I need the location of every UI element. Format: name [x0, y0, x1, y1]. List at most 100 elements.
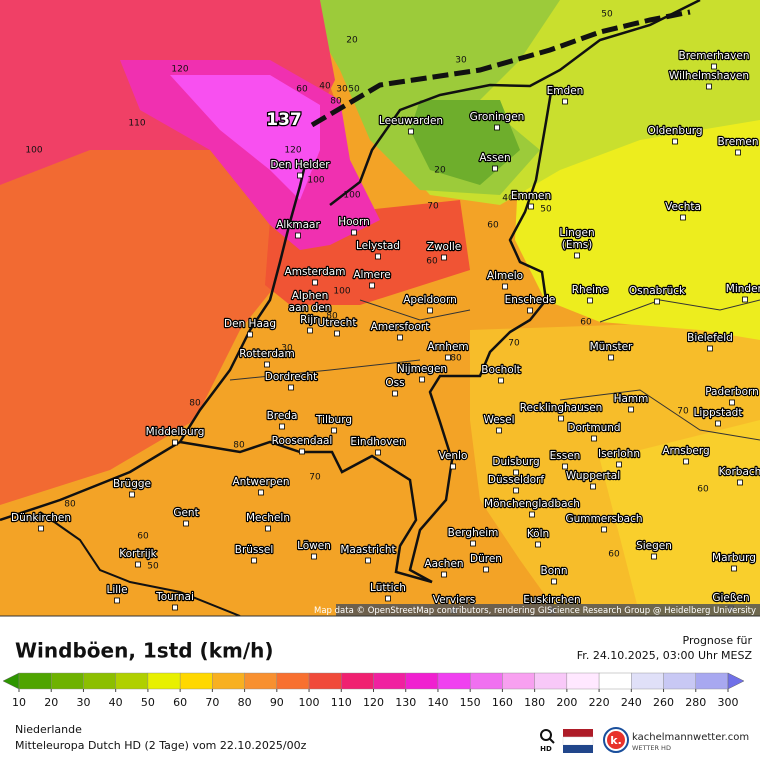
contour-label: 60 [697, 485, 709, 495]
contour-label: 60 [426, 257, 438, 267]
city-marker [385, 595, 391, 602]
city-marker [601, 526, 607, 533]
city-marker [392, 390, 398, 397]
city-label: Apeldoorn [403, 294, 457, 306]
city-marker [562, 463, 568, 470]
flag-stripe [563, 729, 593, 737]
colorbar-tick-label: 300 [718, 696, 739, 709]
city-marker [334, 330, 340, 337]
city-label: Nijmegen [397, 363, 447, 375]
attribution-bg [336, 604, 760, 616]
city-label: Almere [353, 269, 390, 281]
city-label: Essen [550, 450, 581, 462]
region-name: Niederlande [15, 723, 82, 736]
city-marker [247, 331, 253, 338]
colorbar-tick-label: 220 [589, 696, 610, 709]
contour-label: 60 [487, 221, 499, 231]
city-marker [312, 279, 318, 286]
coastline [329, 0, 701, 206]
city-marker [427, 307, 433, 314]
colorbar-segment [405, 672, 439, 690]
city-label: Middelburg [146, 426, 205, 438]
contour-label: 100 [333, 287, 350, 297]
city-label: Gummersbach [565, 513, 642, 525]
field-darkgreen [410, 100, 520, 185]
colorbar-segment [373, 672, 406, 690]
region-border [229, 299, 760, 441]
city-marker [172, 439, 178, 446]
city-label: Tilburg [315, 414, 352, 426]
city-label: Wuppertal [566, 470, 620, 482]
contour-label: 70 [508, 339, 520, 349]
city-label: Groningen [470, 111, 525, 123]
search-icon [549, 738, 555, 744]
contour-label: 60 [296, 85, 308, 95]
city-marker [551, 578, 557, 585]
logo[interactable]: k. kachelmannwetter.com WETTER HD [603, 727, 749, 753]
city-label: Den Helder [270, 159, 330, 171]
city-marker [114, 597, 120, 604]
city-marker [397, 334, 403, 341]
city-label: Münster [590, 341, 633, 353]
city-label: Emmen [511, 190, 551, 202]
contour-label: 30 [455, 56, 467, 66]
city-marker [365, 557, 371, 564]
colorbar-segment [18, 672, 52, 690]
city-marker [711, 63, 717, 70]
city-marker [654, 298, 660, 305]
city-label: Korbach [719, 466, 760, 478]
contour-label: 80 [64, 500, 76, 510]
colorbar-tick-label: 80 [238, 696, 252, 709]
city-marker [129, 491, 135, 498]
city-label: Amsterdam [285, 266, 346, 278]
border [408, 85, 554, 584]
flag-stripe [563, 745, 593, 753]
city-marker [299, 448, 305, 455]
city-marker [264, 361, 270, 368]
hd-search[interactable]: HD [540, 729, 555, 753]
city-label: Duisburg [492, 456, 539, 468]
city-label: Arnsberg [662, 445, 709, 457]
city-marker [297, 172, 303, 179]
colorbar-segment [83, 672, 116, 690]
city-marker [307, 327, 313, 334]
city-label: Mönchengladbach [484, 498, 580, 510]
city-marker [494, 124, 500, 131]
city-marker [331, 427, 337, 434]
city-label: Rijn [300, 314, 320, 326]
city-label: (Ems) [562, 239, 593, 251]
coastline [0, 164, 307, 522]
city-marker [628, 406, 634, 413]
forecast-time: Fr. 24.10.2025, 03:00 Uhr MESZ [577, 649, 753, 662]
flag-nl[interactable] [562, 729, 594, 753]
logo-mark: k. [610, 734, 622, 747]
contour-label: 50 [540, 205, 552, 215]
city-label: Osnabrück [629, 285, 686, 297]
city-label: Dortmund [567, 422, 620, 434]
legend-title: Windböen, 1std (km/h) [15, 639, 274, 663]
city-label: Leeuwarden [379, 115, 443, 127]
city-marker [351, 229, 357, 236]
city-marker [528, 203, 534, 210]
colorbar-tick-label: 40 [109, 696, 123, 709]
city-marker [672, 138, 678, 145]
city-label: Emden [547, 85, 584, 97]
city-label: Siegen [636, 540, 672, 552]
city-marker [419, 376, 425, 383]
contour-label: 60 [580, 318, 592, 328]
contour-label: 50 [601, 10, 613, 20]
city-marker [288, 384, 294, 391]
colorbar-segment [341, 672, 374, 690]
contour-label: 50 [147, 562, 159, 572]
city-label: Venlo [439, 450, 468, 462]
colorbar-tick-label: 200 [556, 696, 577, 709]
city-label: Antwerpen [232, 476, 289, 488]
city-label: Oss [385, 377, 404, 389]
city-marker [492, 165, 498, 172]
colorbar-segment [631, 672, 664, 690]
colorbar-segment [244, 672, 278, 690]
city-label: Dünkirchen [11, 512, 71, 524]
colorbar-tick-label: 280 [685, 696, 706, 709]
